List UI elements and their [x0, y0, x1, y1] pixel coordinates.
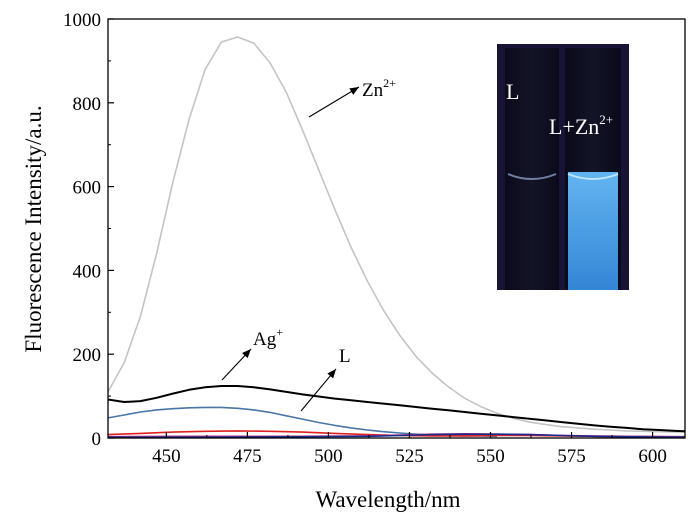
series-group [107, 36, 686, 438]
inset-glow-solution [568, 172, 618, 290]
x-tick-label: 450 [152, 446, 181, 467]
y-tick-label: 600 [73, 178, 102, 199]
inset-meniscus-right [567, 173, 619, 180]
inset-label-l: L [506, 79, 519, 104]
series-line-ag [107, 385, 686, 433]
inset-meniscus-left [507, 173, 557, 180]
arrows-group [221, 86, 360, 412]
ticks-group: 450 475 500 525 550 575 600 0 200 400 600 800 1000 [63, 10, 667, 467]
y-tick-label: 1000 [63, 10, 101, 31]
zn-annotation-arrow [308, 86, 360, 118]
plot-area: 450 475 500 525 550 575 600 0 200 400 600 800 1000 [63, 10, 686, 467]
annotations-group: Zn2+ Ag+ L [221, 76, 396, 412]
x-axis-title: Wavelength/nm [315, 487, 460, 512]
l-annotation-label: L [339, 346, 351, 367]
inset-photo: L L+Zn2+ [497, 44, 629, 290]
x-tick-label: 500 [314, 446, 343, 467]
y-tick-label: 800 [73, 94, 102, 115]
l-annotation-arrow [300, 368, 337, 412]
y-tick-label: 400 [73, 261, 102, 282]
ag-annotation-label: Ag+ [253, 325, 283, 350]
series-line-navy [108, 433, 686, 438]
y-axis-title: Fluorescence Intensity/a.u. [21, 105, 46, 352]
series-line-zn [107, 36, 685, 433]
zn-annotation-label: Zn2+ [362, 76, 396, 101]
x-tick-label: 600 [638, 446, 667, 467]
inset-label-l-zn: L+Zn2+ [549, 112, 613, 139]
inset-tube-left [505, 48, 559, 290]
x-tick-label: 475 [233, 446, 262, 467]
x-tick-label: 575 [557, 446, 586, 467]
x-tick-label: 525 [395, 446, 424, 467]
y-tick-label: 200 [73, 345, 102, 366]
ag-annotation-arrow [221, 348, 252, 381]
y-tick-label: 0 [92, 429, 102, 450]
x-tick-label: 550 [476, 446, 505, 467]
